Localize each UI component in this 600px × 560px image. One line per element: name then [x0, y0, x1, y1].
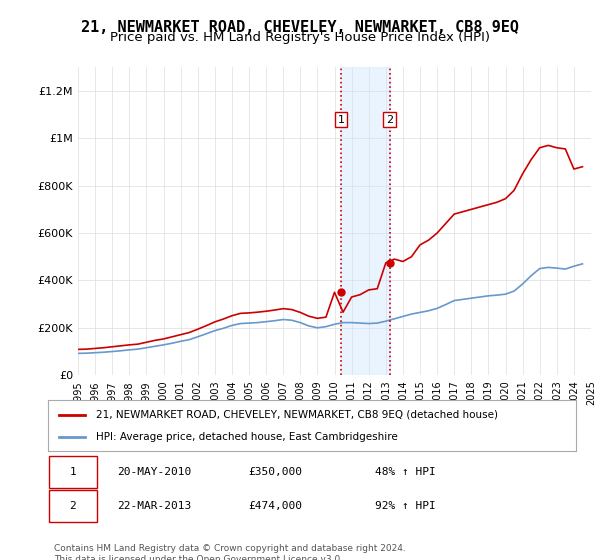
Text: Price paid vs. HM Land Registry's House Price Index (HPI): Price paid vs. HM Land Registry's House … [110, 31, 490, 44]
Text: 20-MAY-2010: 20-MAY-2010 [116, 467, 191, 477]
Text: 22-MAR-2013: 22-MAR-2013 [116, 501, 191, 511]
Text: HPI: Average price, detached house, East Cambridgeshire: HPI: Average price, detached house, East… [95, 432, 397, 442]
Text: 1: 1 [337, 115, 344, 124]
Text: 21, NEWMARKET ROAD, CHEVELEY, NEWMARKET, CB8 9EQ: 21, NEWMARKET ROAD, CHEVELEY, NEWMARKET,… [81, 20, 519, 35]
Text: 1: 1 [70, 467, 76, 477]
Text: 48% ↑ HPI: 48% ↑ HPI [376, 467, 436, 477]
Text: 2: 2 [386, 115, 393, 124]
FancyBboxPatch shape [49, 489, 97, 522]
Bar [341, 67, 389, 375]
Text: £350,000: £350,000 [248, 467, 302, 477]
FancyBboxPatch shape [49, 456, 97, 488]
Text: 21, NEWMARKET ROAD, CHEVELEY, NEWMARKET, CB8 9EQ (detached house): 21, NEWMARKET ROAD, CHEVELEY, NEWMARKET,… [95, 409, 497, 419]
Text: 92% ↑ HPI: 92% ↑ HPI [376, 501, 436, 511]
Text: £474,000: £474,000 [248, 501, 302, 511]
Text: Contains HM Land Registry data © Crown copyright and database right 2024.
This d: Contains HM Land Registry data © Crown c… [54, 544, 406, 560]
Text: 2: 2 [70, 501, 76, 511]
